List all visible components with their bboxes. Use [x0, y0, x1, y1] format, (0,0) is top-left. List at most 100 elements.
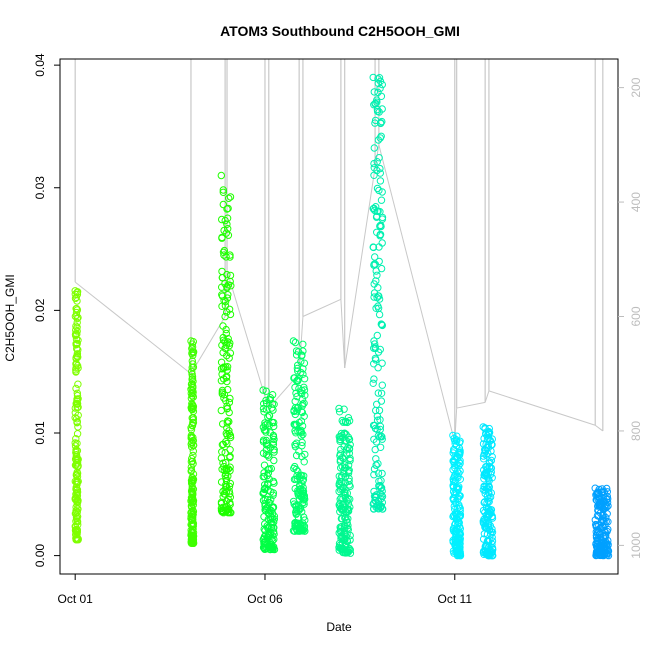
- data-point: [300, 386, 309, 394]
- data-point: [449, 431, 457, 440]
- data-point: [218, 291, 226, 299]
- data-point: [292, 429, 300, 437]
- data-point: [451, 527, 459, 535]
- data-point: [484, 497, 492, 505]
- data-point: [488, 474, 496, 482]
- data-point: [73, 473, 82, 481]
- data-points-layer: [71, 73, 613, 560]
- data-point: [260, 408, 268, 416]
- data-point: [73, 391, 82, 400]
- y-tick-label: 0.04: [33, 53, 47, 77]
- data-point: [374, 364, 382, 372]
- data-point: [73, 439, 81, 448]
- data-point: [374, 469, 383, 477]
- data-point: [343, 489, 351, 497]
- data-point: [268, 543, 277, 551]
- data-point: [219, 200, 228, 209]
- data-point: [262, 439, 271, 447]
- y-tick-label: 0.01: [33, 421, 47, 445]
- data-point: [72, 507, 80, 515]
- data-point: [189, 506, 197, 515]
- pressure-trace-segment: [456, 401, 486, 409]
- data-point: [594, 506, 602, 515]
- data-point: [219, 509, 228, 517]
- pressure-trace-segment: [74, 281, 192, 375]
- data-point: [290, 406, 298, 415]
- data-point: [377, 397, 386, 405]
- data-point: [292, 451, 301, 460]
- data-point: [73, 318, 81, 327]
- data-point: [373, 96, 381, 104]
- data-point: [374, 75, 382, 83]
- data-point: [221, 302, 230, 310]
- data-point: [269, 433, 278, 441]
- data-point: [219, 348, 227, 357]
- data-point: [218, 267, 226, 276]
- data-point: [452, 483, 461, 491]
- data-point: [484, 523, 492, 531]
- data-point: [72, 490, 80, 498]
- data-point: [73, 340, 81, 348]
- data-point: [260, 485, 269, 494]
- data-point: [376, 433, 384, 441]
- data-point: [226, 271, 235, 280]
- data-point: [291, 338, 300, 347]
- data-point: [223, 419, 232, 427]
- data-point: [218, 341, 226, 349]
- y2-tick-label: 400: [629, 192, 643, 212]
- data-point: [300, 500, 308, 508]
- data-point: [376, 177, 385, 185]
- data-point: [456, 548, 464, 556]
- data-point: [260, 426, 269, 434]
- data-point: [187, 535, 196, 544]
- data-point: [188, 488, 196, 496]
- data-point: [336, 544, 344, 552]
- data-point: [376, 443, 385, 451]
- data-point: [225, 398, 234, 407]
- data-point: [74, 536, 82, 544]
- data-series: [591, 484, 613, 560]
- data-point: [223, 402, 231, 410]
- data-point: [187, 337, 195, 345]
- data-point: [218, 233, 226, 242]
- data-point: [335, 539, 344, 548]
- data-point: [188, 499, 196, 507]
- data-point: [74, 477, 82, 486]
- data-point: [481, 487, 489, 495]
- data-point: [373, 331, 381, 340]
- data-point: [73, 400, 82, 408]
- data-point: [264, 413, 272, 421]
- data-point: [220, 226, 228, 235]
- data-point: [189, 416, 198, 424]
- data-point: [222, 329, 231, 338]
- data-point: [591, 484, 599, 492]
- data-point: [299, 400, 307, 408]
- data-point: [189, 414, 198, 422]
- data-series: [187, 337, 198, 547]
- data-point: [377, 389, 386, 397]
- data-point: [265, 411, 273, 420]
- data-point: [188, 485, 196, 493]
- data-point: [341, 540, 349, 548]
- data-point: [226, 394, 234, 403]
- data-point: [293, 527, 301, 535]
- data-point: [484, 505, 492, 514]
- data-point: [189, 451, 197, 460]
- data-point: [375, 154, 383, 162]
- x-axis-title: Date: [326, 620, 352, 634]
- data-point: [188, 494, 197, 502]
- data-point: [225, 417, 233, 426]
- data-point: [71, 404, 80, 412]
- data-point: [485, 497, 493, 506]
- data-point: [226, 493, 235, 501]
- data-point: [482, 440, 490, 449]
- data-point: [189, 539, 198, 547]
- data-point: [480, 498, 488, 507]
- data-point: [297, 357, 305, 366]
- data-point: [346, 549, 355, 557]
- data-point: [297, 368, 305, 377]
- data-point: [188, 454, 196, 463]
- data-point: [339, 495, 347, 503]
- data-point: [298, 386, 306, 395]
- data-point: [336, 486, 345, 494]
